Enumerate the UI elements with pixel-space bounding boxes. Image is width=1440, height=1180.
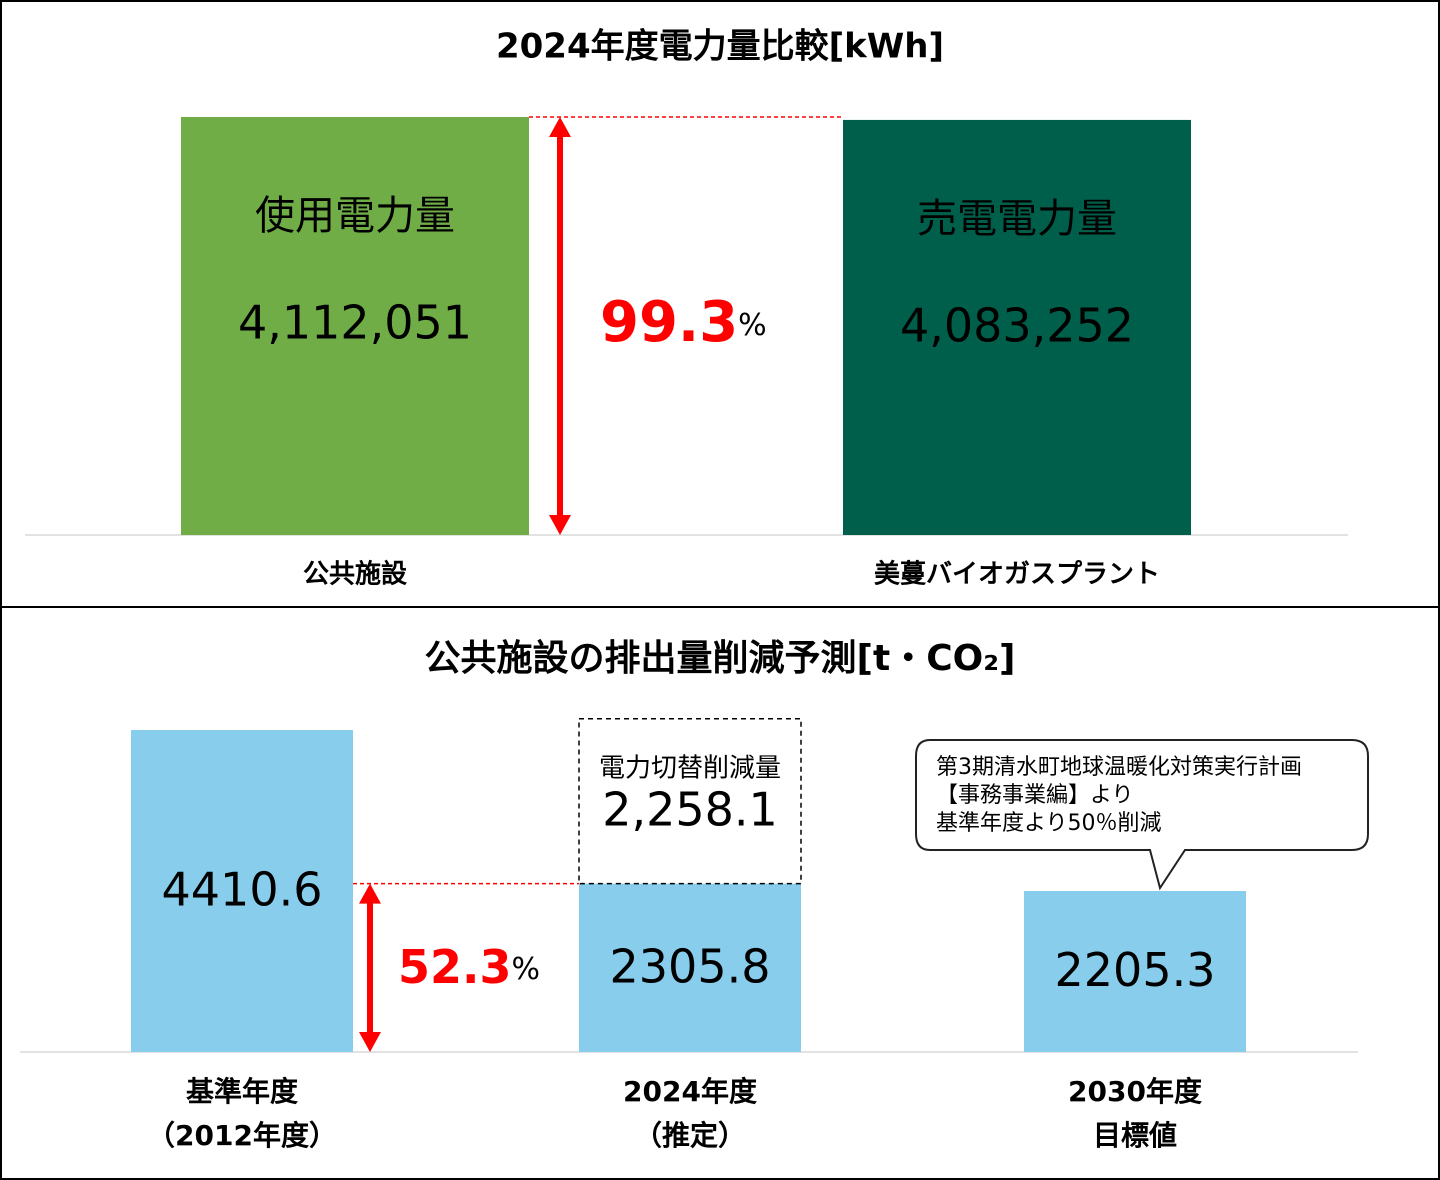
value-label: 4,083,252: [900, 298, 1134, 352]
arrow-head: [549, 117, 571, 137]
stack-segment: [578, 718, 802, 885]
x-tick-label: 基準年度: [186, 1075, 298, 1108]
bar: [843, 119, 1191, 535]
chart-title: 公共施設の排出量削減予測[t・CO₂]: [425, 638, 1016, 679]
bar: [131, 730, 353, 1052]
callout-box: [915, 739, 1369, 891]
bar: [181, 117, 529, 535]
ratio-unit: %: [512, 952, 541, 987]
value-label: 4410.6: [162, 863, 323, 917]
value-label: 4,112,051: [238, 296, 472, 350]
bar-name: 売電電力量: [917, 196, 1117, 242]
ratio-unit: %: [738, 308, 767, 343]
ratio-label: 99.3%: [600, 290, 767, 355]
x-tick-label: 美蔓バイオガスプラント: [874, 559, 1160, 590]
ratio-label: 52.3%: [398, 940, 540, 994]
arrow-head: [359, 1032, 381, 1052]
x-tick-label: 2030年度: [1068, 1075, 1202, 1108]
x-tick-label: （2012年度）: [147, 1119, 337, 1152]
value-label: 2305.8: [610, 939, 771, 993]
x-tick-label: （推定）: [634, 1119, 746, 1152]
ratio-value: 99.3: [600, 290, 738, 355]
callout-text: 【事務事業編】より: [936, 783, 1134, 808]
stack-value-label: 2,258.1: [602, 782, 778, 836]
bar: [1024, 891, 1246, 1052]
arrow-head: [549, 515, 571, 535]
x-tick-label: 公共施設: [303, 559, 408, 590]
callout-text: 基準年度より50％削減: [936, 811, 1162, 836]
arrow-head: [359, 883, 381, 904]
bar: [579, 883, 801, 1052]
x-tick-label: 2024年度: [623, 1075, 757, 1108]
chart-title: 2024年度電力量比較[kWh]: [496, 27, 944, 67]
x-tick-label: 目標値: [1093, 1119, 1177, 1152]
stack-name: 電力切替削減量: [599, 753, 781, 783]
callout-text: 第3期清水町地球温暖化対策実行計画: [936, 755, 1302, 780]
value-label: 2205.3: [1055, 943, 1216, 997]
ratio-value: 52.3: [398, 940, 512, 994]
bar-name: 使用電力量: [255, 193, 455, 239]
